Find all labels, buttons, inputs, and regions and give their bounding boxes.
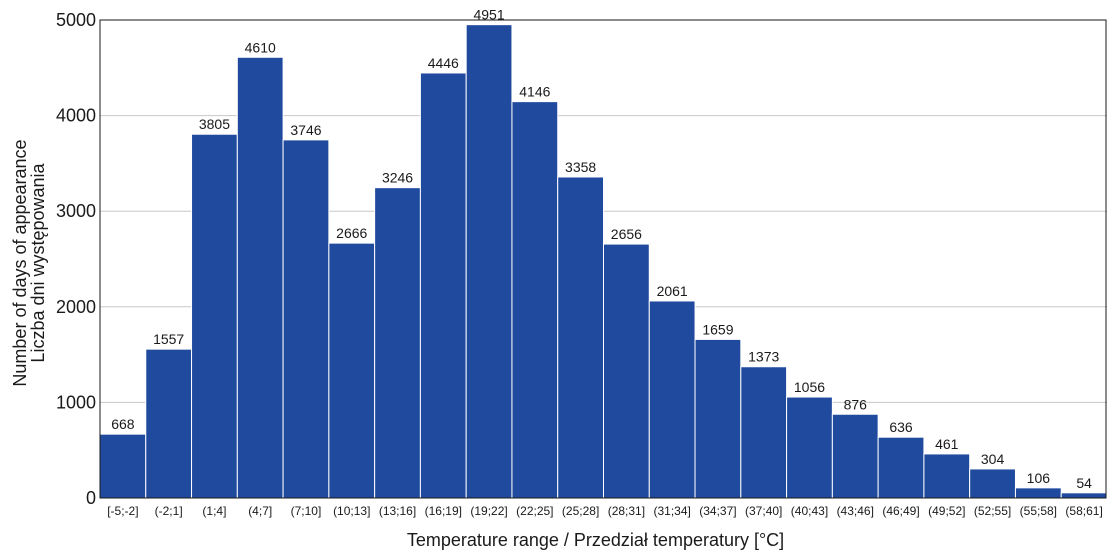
data-label: 4146 [519, 84, 550, 100]
x-tick-label: (40;43] [791, 504, 828, 518]
x-tick-label: (7;10] [291, 504, 322, 518]
data-label: 3805 [199, 116, 230, 132]
y-tick-label: 2000 [56, 297, 96, 317]
x-tick-label: (1;4] [202, 504, 226, 518]
x-tick-label: (46;49] [882, 504, 919, 518]
data-label: 876 [844, 396, 868, 412]
bar [831, 413, 879, 499]
data-label: 304 [981, 451, 1005, 467]
y-axis-title-line-2: Liczba dni występowania [28, 162, 48, 362]
bar [1014, 487, 1062, 499]
x-tick-label: (55;58] [1020, 504, 1057, 518]
x-tick-label: (-2;1] [155, 504, 183, 518]
data-label: 3358 [565, 159, 596, 175]
bar [145, 348, 193, 499]
data-label: 2061 [657, 283, 688, 299]
data-label: 1056 [794, 379, 825, 395]
bar [511, 101, 559, 499]
x-tick-label: (37;40] [745, 504, 782, 518]
bar [923, 453, 971, 499]
data-label: 3246 [382, 170, 413, 186]
bar [374, 187, 421, 499]
data-label: 1659 [702, 321, 733, 337]
bar [1060, 492, 1107, 499]
bar [328, 242, 376, 499]
data-labels: 668 1557 3805 4610 3746 2666 3246 4446 4951 4146 3… [111, 7, 1092, 491]
x-tick-label: (22;25] [516, 504, 553, 518]
bar [282, 139, 330, 499]
x-tick-label: (31;34] [653, 504, 690, 518]
y-axis-ticks: 0 1000 2000 3000 4000 5000 [56, 10, 96, 508]
y-tick-label: 5000 [56, 10, 96, 30]
bar [557, 176, 605, 499]
x-tick-label: (25;28] [562, 504, 599, 518]
bar [648, 300, 696, 499]
plot-frame [99, 19, 1107, 499]
y-tick-label: 3000 [56, 201, 96, 221]
bar [969, 468, 1016, 499]
data-label: 4951 [473, 7, 504, 23]
y-tick-label: 4000 [56, 106, 96, 126]
bar [236, 56, 284, 499]
x-tick-label: (43;46] [837, 504, 874, 518]
data-label: 3746 [290, 122, 321, 138]
x-tick-label: (28;31] [608, 504, 645, 518]
bar [99, 433, 147, 499]
data-label: 1373 [748, 349, 779, 365]
x-tick-label: (16;19] [425, 504, 462, 518]
bar [694, 338, 742, 499]
bar [419, 72, 467, 499]
data-label: 4610 [245, 39, 276, 55]
bar [191, 133, 238, 499]
data-label: 668 [111, 416, 135, 432]
bar [740, 366, 788, 499]
x-axis-ticks: [-5;-2] (-2;1] (1;4] (4;7] (7;10] (10;13] (13;… [107, 504, 1103, 518]
bar [603, 243, 650, 499]
x-tick-label: (13;16] [379, 504, 416, 518]
x-tick-label: (52;55] [974, 504, 1011, 518]
x-tick-label: (34;37] [699, 504, 736, 518]
bar [465, 24, 513, 499]
data-label: 1557 [153, 331, 184, 347]
x-axis-title: Temperature range / Przedział temperatur… [407, 530, 784, 550]
y-tick-label: 1000 [56, 392, 96, 412]
data-label: 2656 [611, 226, 642, 242]
x-tick-label: (49;52] [928, 504, 965, 518]
bars [99, 24, 1107, 499]
bar [877, 436, 925, 499]
x-tick-label: (4;7] [248, 504, 272, 518]
x-tick-label: (19;22] [470, 504, 507, 518]
data-label: 106 [1027, 470, 1051, 486]
x-tick-label: [-5;-2] [107, 504, 138, 518]
data-label: 636 [889, 419, 913, 435]
y-axis-title-line-1: Number of days of appearance [10, 139, 30, 386]
bar [786, 396, 833, 499]
data-label: 2666 [336, 225, 367, 241]
data-label: 54 [1076, 475, 1092, 491]
x-tick-label: (10;13] [333, 504, 370, 518]
data-label: 461 [935, 436, 959, 452]
data-label: 4446 [428, 55, 459, 71]
x-tick-label: (58;61] [1065, 504, 1102, 518]
y-tick-label: 0 [86, 488, 96, 508]
